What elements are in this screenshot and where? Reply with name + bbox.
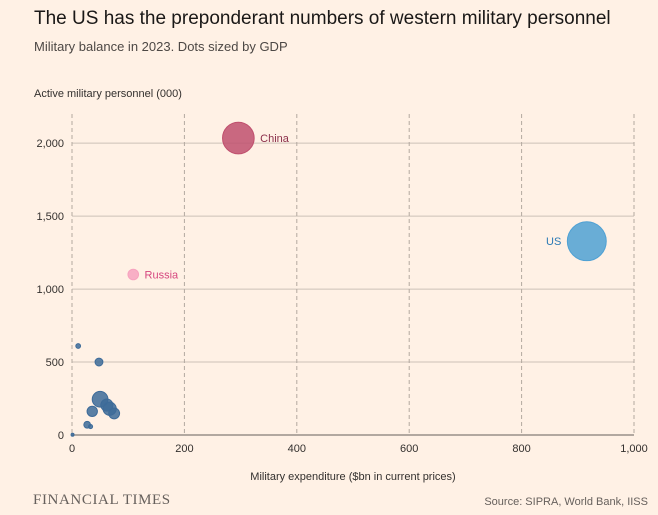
grid-lines: [71, 114, 635, 436]
publisher-logo: FINANCIAL TIMES: [33, 492, 171, 508]
chart-subtitle: Military balance in 2023. Dots sized by …: [34, 39, 288, 54]
chart-title: The US has the preponderant numbers of w…: [34, 8, 611, 29]
data-points: [70, 121, 607, 437]
x-tick-label: 0: [69, 443, 75, 455]
point-labels: China US Russia: [145, 133, 562, 281]
point: [108, 407, 121, 420]
point: [94, 357, 104, 367]
point-china: [222, 121, 255, 155]
x-tick-label: 200: [175, 443, 193, 455]
point-label-china: China: [260, 133, 290, 145]
scatter-plot: 0 500 1,000 1,500 2,000 0 200 400 600 800 1,000 Ch…: [36, 114, 648, 483]
y-tick-label: 500: [46, 357, 64, 369]
y-tick-label: 2,000: [36, 138, 64, 150]
y-tick-label: 0: [58, 430, 64, 442]
point: [75, 343, 82, 349]
point: [86, 405, 98, 418]
point-label-us: US: [546, 236, 561, 248]
y-axis-label: Active military personnel (000): [34, 88, 182, 100]
point: [70, 432, 75, 437]
point: [87, 423, 94, 430]
x-tick-label: 400: [288, 443, 306, 455]
point-label-russia: Russia: [145, 270, 180, 282]
x-tick-label: 800: [512, 443, 530, 455]
x-axis-label: Military expenditure ($bn in current pri…: [250, 471, 455, 483]
y-tick-label: 1,500: [36, 211, 64, 223]
x-tick-label: 1,000: [620, 443, 648, 455]
point-us: [566, 221, 607, 262]
point-russia: [127, 268, 140, 281]
tick-labels: 0 500 1,000 1,500 2,000 0 200 400 600 800 1,000: [36, 138, 647, 455]
source-note: Source: SIPRA, World Bank, IISS: [484, 496, 648, 508]
y-tick-label: 1,000: [36, 284, 64, 296]
x-tick-label: 600: [400, 443, 418, 455]
